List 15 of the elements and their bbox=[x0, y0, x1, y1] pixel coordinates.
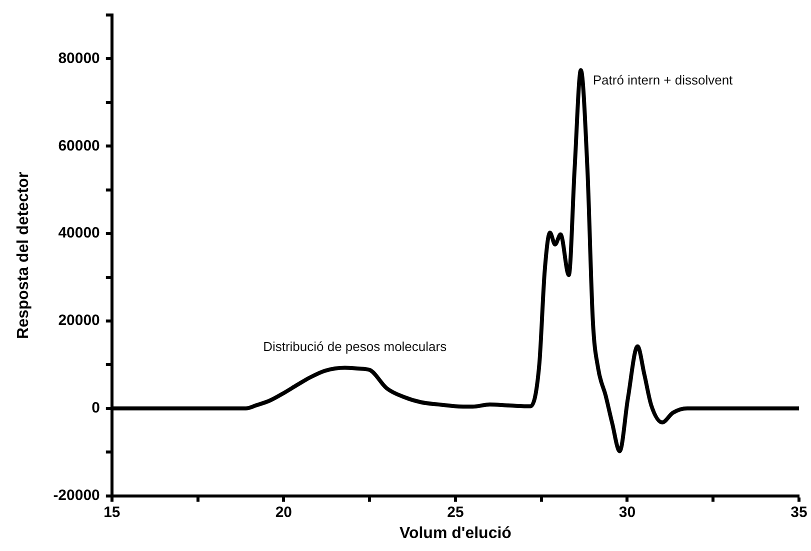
x-tick-label: 35 bbox=[790, 504, 808, 521]
y-tick-label: 80000 bbox=[58, 50, 100, 67]
y-tick-label: -20000 bbox=[53, 486, 100, 504]
y-tick-label: 60000 bbox=[58, 137, 100, 154]
x-tick-label: 15 bbox=[104, 504, 120, 521]
x-tick-label: 20 bbox=[275, 504, 292, 521]
x-tick-label: 30 bbox=[618, 504, 636, 521]
x-axis-title: Volum d'elució bbox=[399, 524, 512, 542]
x-tick-label: 25 bbox=[447, 504, 464, 521]
y-tick-label: 0 bbox=[92, 400, 100, 417]
annotation: Patró intern + dissolvent bbox=[592, 72, 734, 88]
y-axis-title: Resposta del detector bbox=[15, 172, 32, 339]
y-tick-label: 20000 bbox=[58, 312, 100, 330]
y-tick-label: 40000 bbox=[58, 224, 100, 242]
annotation: Distribució de pesos moleculars bbox=[263, 338, 448, 354]
